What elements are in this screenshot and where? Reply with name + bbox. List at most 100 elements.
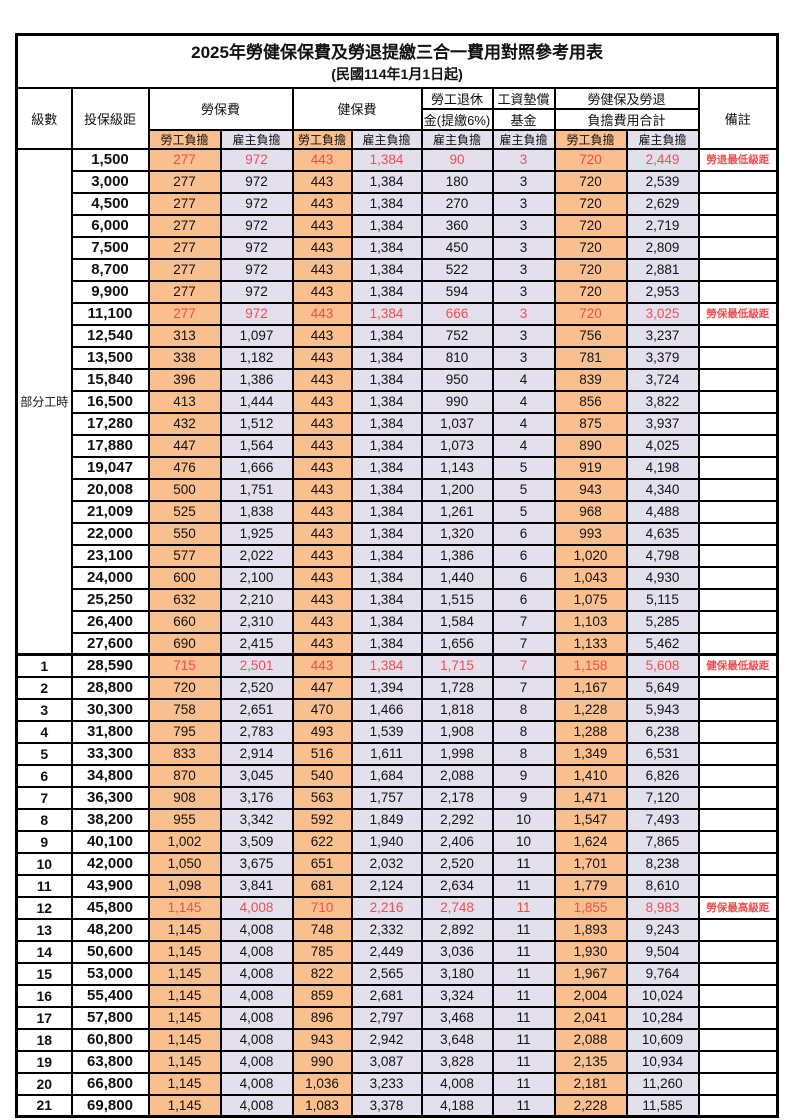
cell-total-employer: 4,025 xyxy=(625,433,700,458)
cell-health-ins-employee: 443 xyxy=(291,345,353,370)
cell-pension-employer: 3,324 xyxy=(420,983,494,1008)
cell-total-employee: 2,181 xyxy=(553,1071,628,1096)
cell-health-ins-employee: 443 xyxy=(291,455,353,480)
cell-remark xyxy=(697,191,779,216)
cell-remark xyxy=(697,873,779,898)
cell-insured-bracket: 26,400 xyxy=(70,609,150,634)
cell-pension-employer: 752 xyxy=(420,323,494,348)
cell-labor-ins-employer: 972 xyxy=(219,257,294,282)
table-row: 2 28,800 720 2,520 447 1,394 1,728 7 1,167 5,649 xyxy=(15,675,779,700)
cell-insured-bracket: 8,700 xyxy=(70,257,150,282)
cell-wage-fund-employer: 11 xyxy=(491,873,556,898)
cell-insured-bracket: 34,800 xyxy=(70,763,150,788)
cell-wage-fund-employer: 3 xyxy=(491,235,556,260)
cell-health-ins-employee: 443 xyxy=(291,609,353,634)
table-row: 6,000 277 972 443 1,384 360 3 720 2,719 xyxy=(17,213,779,238)
table-row: 4 31,800 795 2,783 493 1,539 1,908 8 1,288 6,238 xyxy=(15,719,779,744)
cell-labor-ins-employee: 632 xyxy=(147,587,222,612)
cell-labor-ins-employer: 1,386 xyxy=(219,367,294,392)
table-row: 18 60,800 1,145 4,008 943 2,942 3,648 11 2,088 10… xyxy=(15,1027,779,1052)
cell-remark xyxy=(697,917,779,942)
cell-health-ins-employer: 1,384 xyxy=(350,191,423,216)
table-row: 20,008 500 1,751 443 1,384 1,200 5 943 4,340 xyxy=(17,477,779,502)
cell-health-ins-employer: 3,233 xyxy=(350,1071,423,1096)
cell-wage-fund-employer: 4 xyxy=(491,411,556,436)
table-row: 4,500 277 972 443 1,384 270 3 720 2,629 xyxy=(17,191,779,216)
cell-labor-ins-employee: 1,050 xyxy=(147,851,222,876)
cell-remark xyxy=(697,851,779,876)
cell-level: 7 xyxy=(15,785,73,810)
cell-health-ins-employer: 1,611 xyxy=(350,741,423,766)
table-row: 17 57,800 1,145 4,008 896 2,797 3,468 11 2,041 10… xyxy=(15,1005,779,1030)
cell-health-ins-employee: 443 xyxy=(291,499,353,524)
cell-insured-bracket: 42,000 xyxy=(70,851,150,876)
cell-total-employee: 1,624 xyxy=(553,829,628,854)
cell-remark xyxy=(697,279,779,304)
cell-labor-ins-employee: 1,145 xyxy=(147,1049,222,1074)
cell-labor-ins-employee: 660 xyxy=(147,609,222,634)
cell-health-ins-employee: 943 xyxy=(291,1027,353,1052)
cell-health-ins-employer: 2,216 xyxy=(350,895,423,920)
cell-remark xyxy=(697,609,779,634)
col-header-bracket: 投保級距 xyxy=(70,86,150,150)
cell-remark xyxy=(697,1005,779,1030)
table-row: 8,700 277 972 443 1,384 522 3 720 2,881 xyxy=(17,257,779,282)
cell-total-employer: 4,488 xyxy=(625,499,700,524)
cell-health-ins-employee: 443 xyxy=(291,323,353,348)
cell-insured-bracket: 4,500 xyxy=(70,191,150,216)
cell-health-ins-employer: 1,384 xyxy=(350,147,423,172)
cell-health-ins-employer: 1,940 xyxy=(350,829,423,854)
cell-total-employer: 3,724 xyxy=(625,367,700,392)
cell-labor-ins-employee: 500 xyxy=(147,477,222,502)
cell-health-ins-employee: 443 xyxy=(291,477,353,502)
cell-insured-bracket: 45,800 xyxy=(70,895,150,920)
table-row: 1 28,590 715 2,501 443 1,384 1,715 7 1,158 5,608 健… xyxy=(15,653,779,678)
header-row-2: 金(提繳6%) 基金 負擔費用合計 xyxy=(17,107,778,131)
cell-total-employer: 3,237 xyxy=(625,323,700,348)
cell-labor-ins-employer: 1,751 xyxy=(219,477,294,502)
col-header-fund-line2: 基金 xyxy=(491,107,556,131)
cell-labor-ins-employee: 600 xyxy=(147,565,222,590)
cell-pension-employer: 1,656 xyxy=(420,631,494,656)
cell-insured-bracket: 21,009 xyxy=(70,499,150,524)
cell-total-employee: 1,930 xyxy=(553,939,628,964)
cell-remark xyxy=(697,939,779,964)
cell-pension-employer: 3,180 xyxy=(420,961,494,986)
cell-labor-ins-employee: 1,145 xyxy=(147,961,222,986)
cell-remark xyxy=(697,213,779,238)
cell-remark xyxy=(697,829,779,854)
cell-total-employer: 2,449 xyxy=(625,147,700,172)
cell-insured-bracket: 55,400 xyxy=(70,983,150,1008)
cell-total-employer: 11,585 xyxy=(625,1093,700,1118)
subheader-fund-employer: 雇主負擔 xyxy=(491,128,556,150)
cell-health-ins-employer: 3,087 xyxy=(350,1049,423,1074)
cell-wage-fund-employer: 5 xyxy=(491,499,556,524)
cell-pension-employer: 1,200 xyxy=(420,477,494,502)
cell-level: 13 xyxy=(15,917,73,942)
cell-labor-ins-employer: 972 xyxy=(219,169,294,194)
cell-health-ins-employer: 1,384 xyxy=(350,235,423,260)
cell-health-ins-employer: 1,384 xyxy=(350,169,423,194)
cell-pension-employer: 1,908 xyxy=(420,719,494,744)
subheader-total-employer: 雇主負擔 xyxy=(625,128,700,150)
cell-pension-employer: 950 xyxy=(420,367,494,392)
cell-health-ins-employer: 1,384 xyxy=(350,609,423,634)
cell-health-ins-employee: 443 xyxy=(291,191,353,216)
cell-insured-bracket: 3,000 xyxy=(70,169,150,194)
table-row: 部分工時 1,500 277 972 443 1,384 90 3 720 2,449 勞退最低級距 xyxy=(15,147,779,656)
cell-total-employee: 1,547 xyxy=(553,807,628,832)
cell-health-ins-employee: 443 xyxy=(291,653,353,678)
col-header-pension-line1: 勞工退休 xyxy=(420,86,494,110)
cell-total-employer: 3,937 xyxy=(625,411,700,436)
cell-labor-ins-employee: 1,145 xyxy=(147,1071,222,1096)
cell-labor-ins-employer: 3,509 xyxy=(219,829,294,854)
cell-labor-ins-employee: 432 xyxy=(147,411,222,436)
cell-health-ins-employee: 859 xyxy=(291,983,353,1008)
table-row: 15 53,000 1,145 4,008 822 2,565 3,180 11 1,967 9,… xyxy=(15,961,779,986)
cell-total-employee: 968 xyxy=(553,499,628,524)
cell-level: 6 xyxy=(15,763,73,788)
cell-labor-ins-employee: 277 xyxy=(147,169,222,194)
cell-health-ins-employer: 1,466 xyxy=(350,697,423,722)
cell-total-employer: 5,462 xyxy=(625,631,700,656)
cell-health-ins-employee: 592 xyxy=(291,807,353,832)
